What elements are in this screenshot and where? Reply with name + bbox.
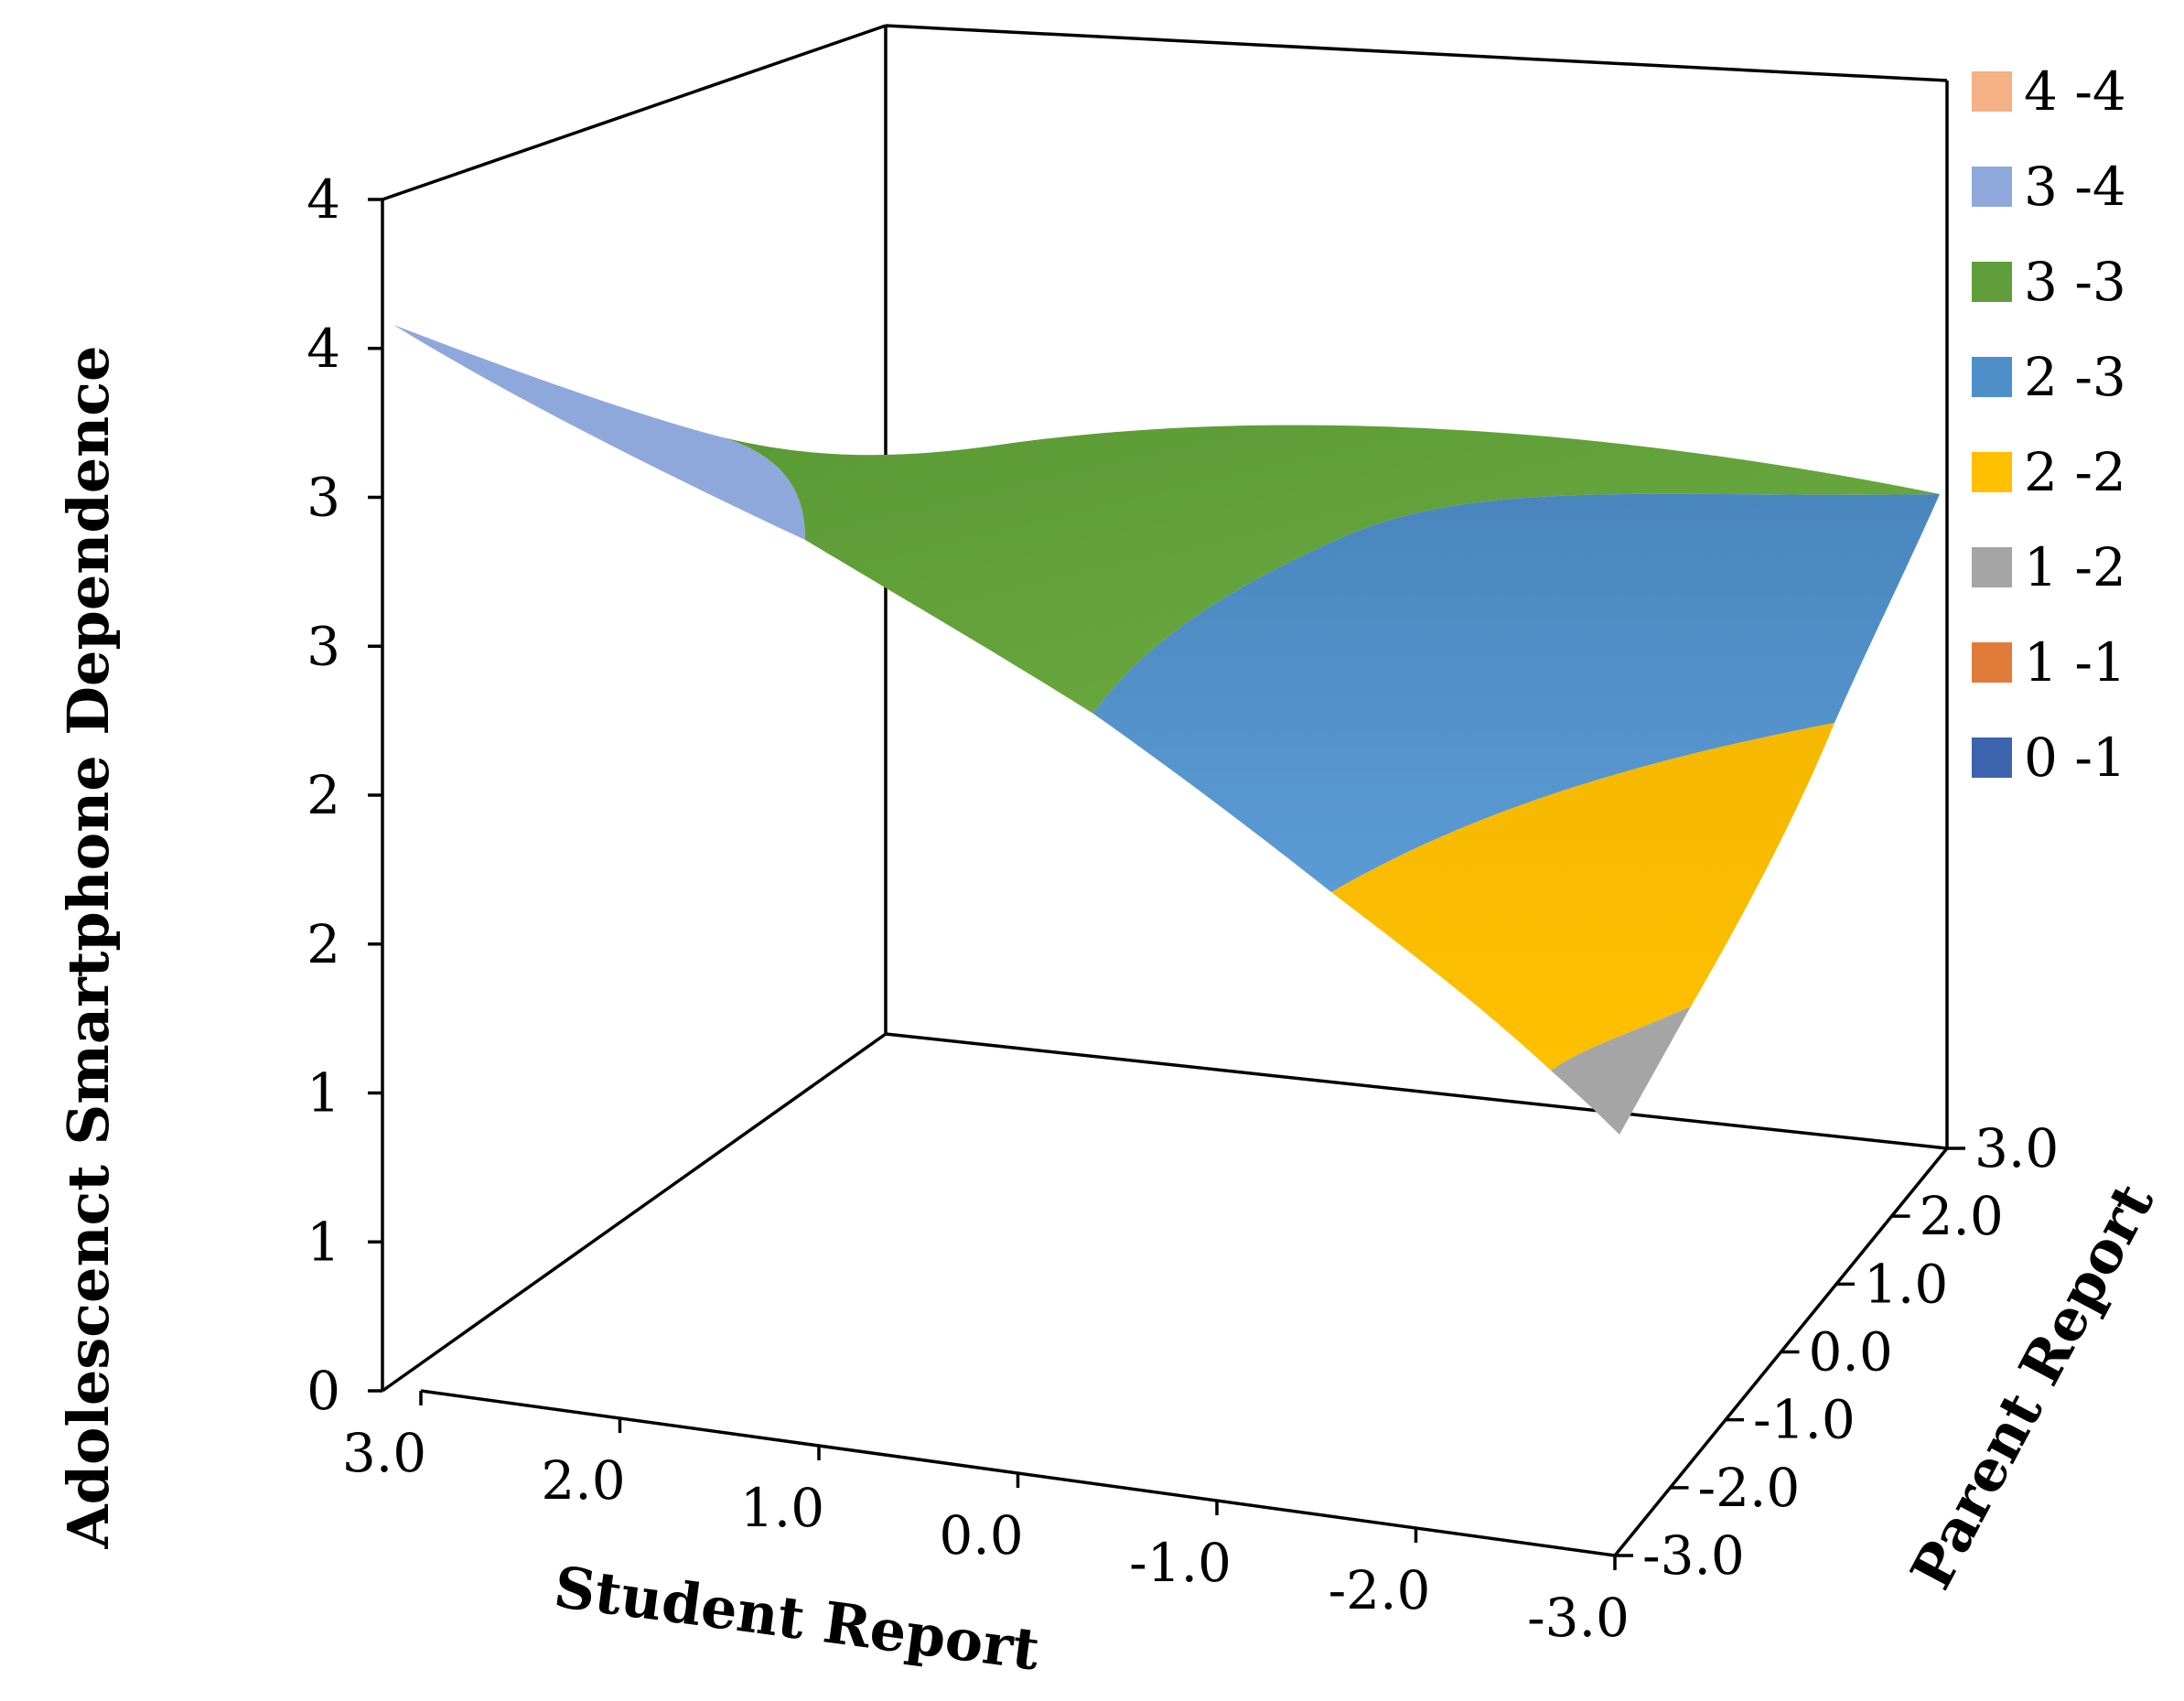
student-tick-label: -1.0 (1129, 1532, 1232, 1594)
z-tick-label: 4 (307, 168, 340, 231)
legend-label: 1 -2 (2024, 536, 2126, 598)
parent-tick-label: 1.0 (1864, 1253, 1948, 1315)
student-tick-label: -2.0 (1329, 1559, 1431, 1621)
legend-label: 3 -4 (2024, 156, 2126, 218)
z-tick-label: 2 (307, 764, 340, 826)
legend-label: 2 -2 (2024, 441, 2126, 503)
surface-band-2-3 (1093, 493, 1940, 892)
z-tick-label: 3 (307, 615, 340, 677)
floor-back-right-edge (885, 1032, 1948, 1150)
parent-tick-label: 2.0 (1920, 1185, 2004, 1247)
surface-band-3-3 (723, 425, 1940, 714)
legend-swatch (1972, 357, 2012, 397)
z-tick-label: 4 (307, 318, 340, 380)
legend-label: 3 -3 (2024, 251, 2126, 313)
legend-swatch (1972, 547, 2012, 587)
student-tick-label: 2.0 (541, 1449, 625, 1512)
student-tick-label: 0.0 (939, 1504, 1023, 1566)
z-axis: 0 1 1 2 2 3 3 4 4 (307, 168, 382, 1422)
surface-band-2-2 (1331, 723, 1834, 1071)
legend-swatch (1972, 262, 2012, 302)
parent-tick-label: 3.0 (1974, 1117, 2059, 1179)
z-tick-label: 1 (307, 1062, 340, 1125)
z-axis-title: Adolescenct Smartphone Dependence (55, 346, 122, 1550)
student-tick-label: 3.0 (342, 1422, 426, 1484)
z-tick-label: 2 (307, 913, 340, 975)
parent-tick-label: -3.0 (1642, 1524, 1745, 1587)
z-tick-label: 3 (307, 467, 340, 529)
z-tick-label: 0 (307, 1360, 340, 1422)
parent-tick-label: 0.0 (1809, 1321, 1893, 1383)
legend-label: 1 -1 (2024, 631, 2126, 694)
legend-label: 4 -4 (2024, 60, 2126, 123)
legend: 4 -4 3 -4 3 -3 2 -3 2 -2 1 -2 1 -1 0 -1 (1972, 60, 2126, 789)
surface (393, 325, 1940, 1135)
student-tick-label: -3.0 (1527, 1587, 1630, 1649)
parent-tick-label: -2.0 (1698, 1457, 1801, 1519)
student-axis-title: Student Report (551, 1554, 1044, 1684)
student-axis: 3.0 2.0 1.0 0.0 -1.0 -2.0 -3.0 (342, 1391, 1630, 1649)
legend-label: 2 -3 (2024, 346, 2126, 408)
legend-swatch (1972, 737, 2012, 778)
legend-swatch (1972, 452, 2012, 492)
z-tick-label: 1 (307, 1211, 340, 1273)
surface-band-1-2 (1551, 1007, 1691, 1135)
back-top-right-edge (885, 24, 1948, 82)
student-tick-label: 1.0 (740, 1477, 824, 1539)
parent-axis: -3.0-2.0-1.00.01.02.03.0 (1615, 1117, 2059, 1587)
back-top-left-edge (382, 24, 887, 201)
legend-swatch (1972, 642, 2012, 683)
surface-band-3-4 (393, 325, 805, 540)
legend-swatch (1972, 71, 2012, 112)
floor-back-left-edge (381, 1032, 888, 1393)
legend-swatch (1972, 167, 2012, 207)
parent-tick-label: -1.0 (1753, 1389, 1856, 1451)
legend-label: 0 -1 (2024, 727, 2126, 789)
